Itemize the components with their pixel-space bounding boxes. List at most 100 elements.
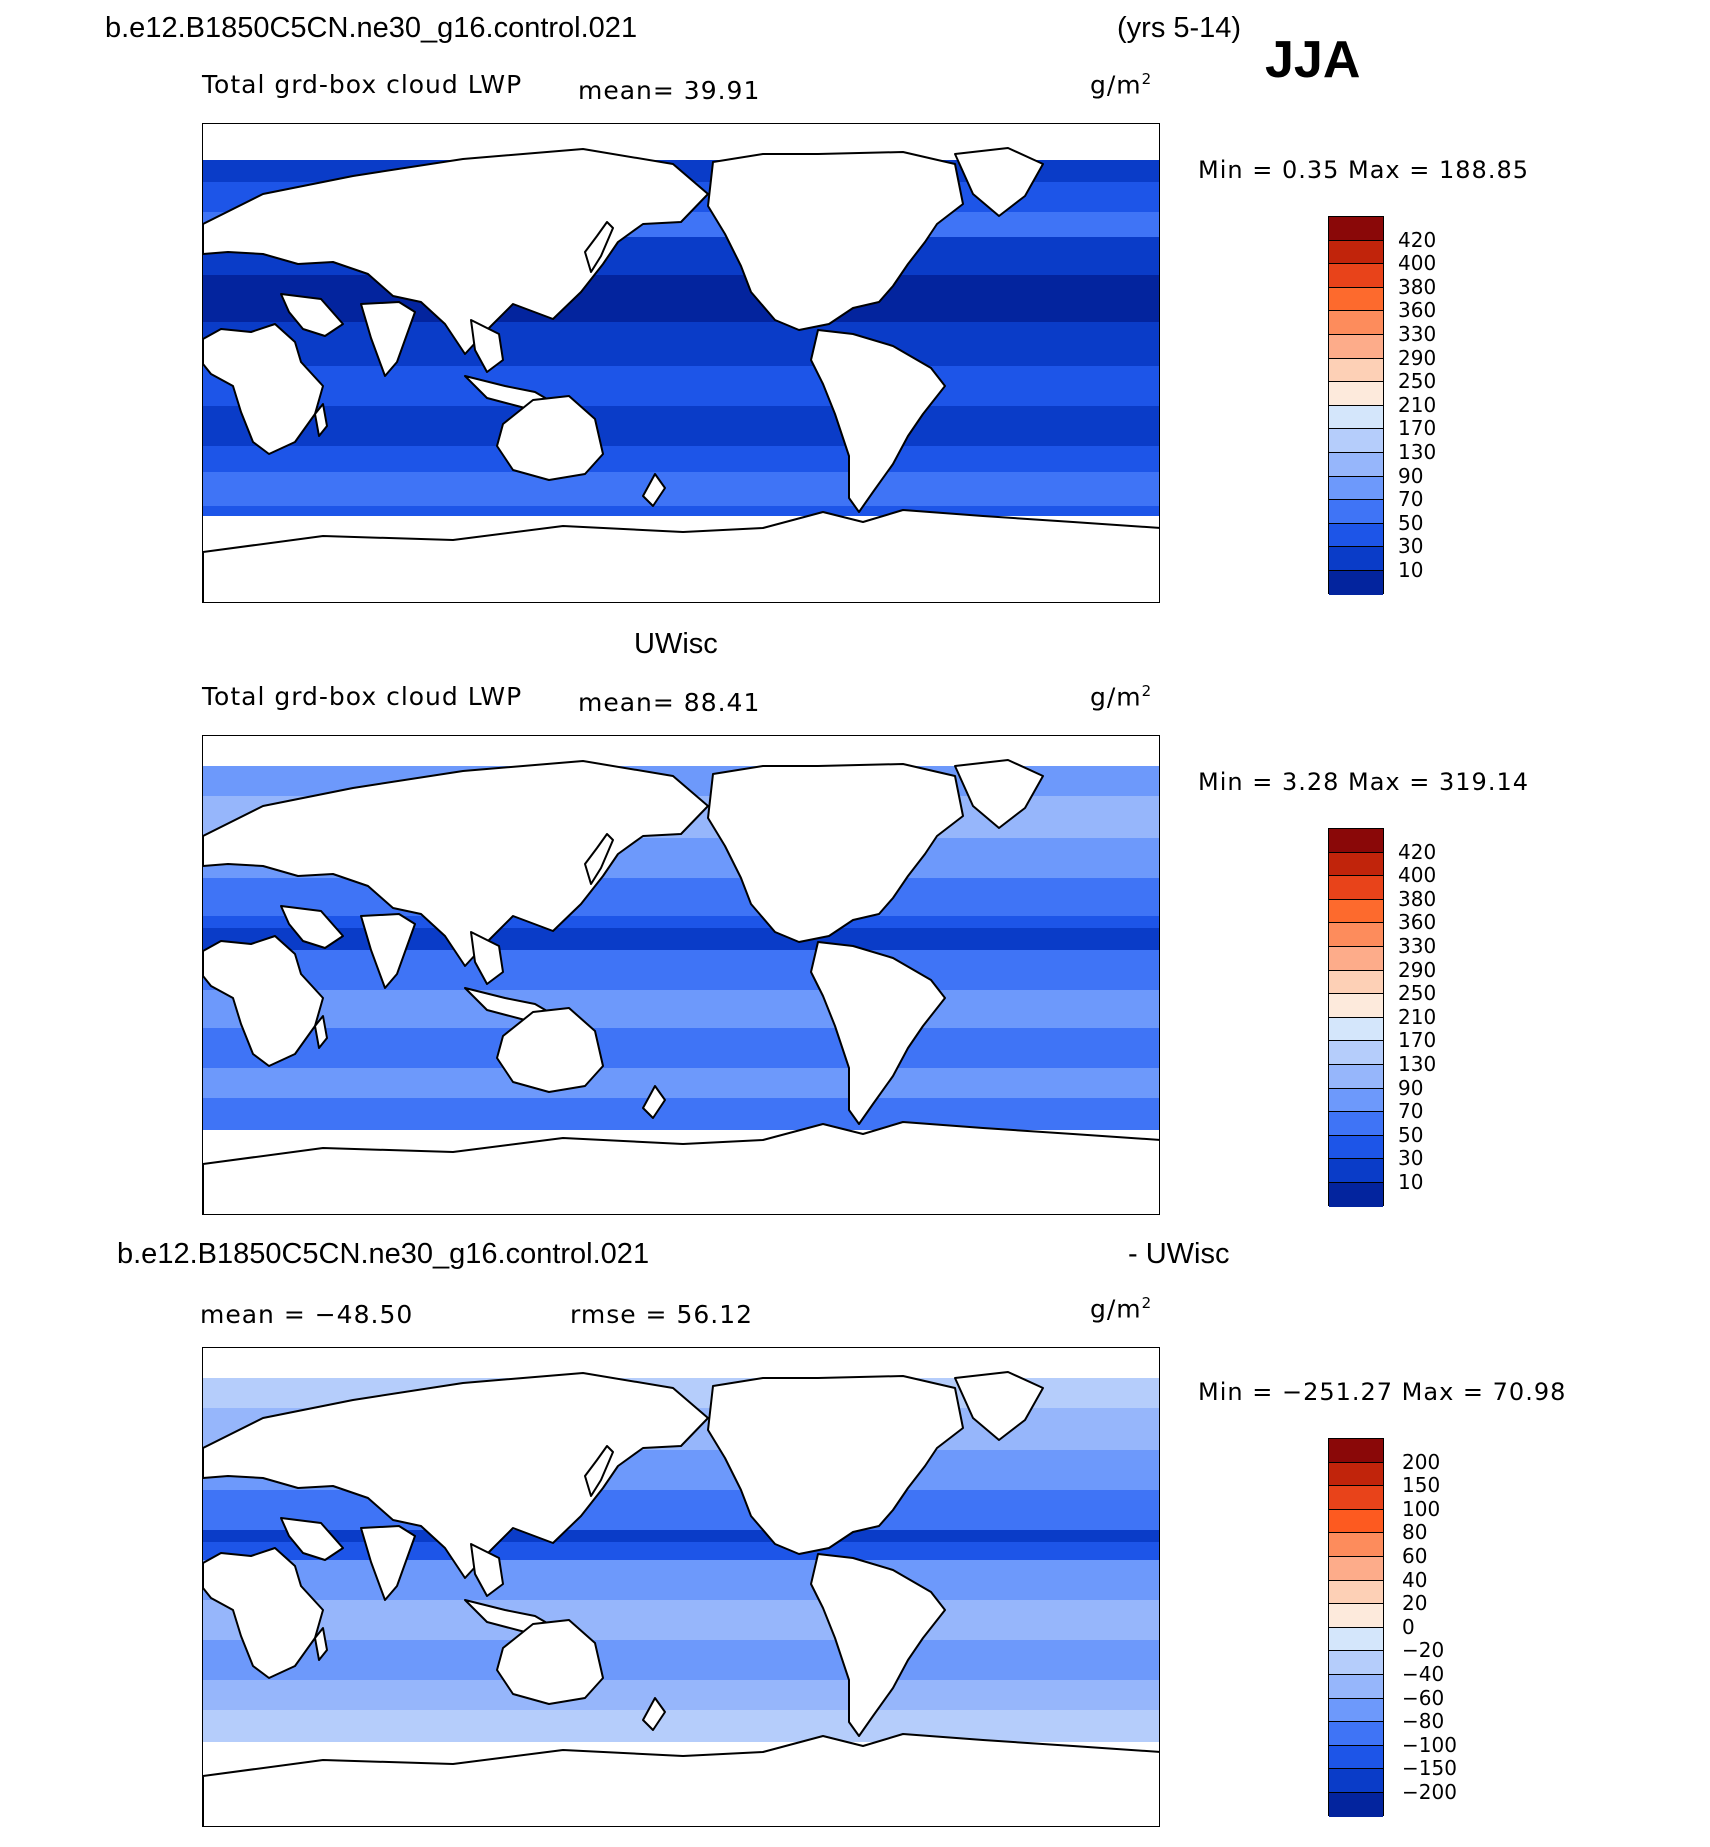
colorbar-swatch: [1329, 1792, 1383, 1817]
colorbar-swatch: [1329, 523, 1383, 548]
units-label: g/m2: [1090, 1294, 1153, 1324]
colorbar-swatch: [1329, 1486, 1383, 1510]
colorbar-tick-label: 380: [1398, 886, 1437, 911]
colorbar-tick-label: −20: [1402, 1638, 1445, 1663]
colorbar-swatch: [1329, 946, 1383, 971]
ocean-band: [203, 1530, 1159, 1542]
ocean-band: [203, 1640, 1159, 1680]
colorbar-tick-label: 40: [1402, 1567, 1428, 1592]
land-arabia: [280, 905, 344, 949]
mean-label: mean = −48.50: [200, 1300, 414, 1329]
land-greenland: [954, 1371, 1044, 1441]
ocean-band: [203, 1028, 1159, 1068]
land-india: [360, 1525, 416, 1601]
colorbar-swatch: [1329, 852, 1383, 877]
colorbar-tick-label: 50: [1398, 510, 1424, 535]
colorbar-tick-label: 330: [1398, 322, 1437, 346]
colorbar-swatch: [1329, 429, 1383, 453]
years-label: (yrs 5-14): [1117, 12, 1242, 44]
rmse-label: rmse = 56.12: [570, 1300, 754, 1329]
colorbar-tick-label: 0: [1402, 1614, 1415, 1639]
ocean-band: [203, 928, 1159, 950]
land-australia: [496, 1007, 604, 1093]
colorbar-swatch: [1329, 500, 1383, 524]
colorbar-swatch: [1329, 829, 1383, 853]
land-africa: [203, 323, 324, 455]
colorbar-tick-label: 70: [1398, 1099, 1424, 1124]
colorbar-tick-label: −80: [1402, 1709, 1445, 1734]
colorbar-swatch: [1329, 1769, 1383, 1793]
land-antarctica: [203, 1121, 1159, 1214]
colorbar-tick-label: 210: [1398, 1004, 1437, 1029]
land-south-america: [810, 1553, 946, 1737]
colorbar-tick-label: 130: [1398, 440, 1437, 464]
ocean-band: [203, 950, 1159, 990]
colorbar-swatch: [1329, 1017, 1383, 1042]
colorbar-tick-label: 290: [1398, 957, 1437, 982]
colorbar-swatch: [1329, 1041, 1383, 1065]
colorbar-swatch: [1329, 1064, 1383, 1089]
colorbar-swatch: [1329, 1604, 1383, 1628]
ocean-band: [203, 446, 1159, 472]
mean-label: mean= 39.91: [578, 76, 761, 105]
land-europe-asia: [203, 1372, 709, 1579]
colorbar-tick-label: 10: [1398, 1170, 1424, 1194]
colorbar-tick-label: −100: [1402, 1732, 1457, 1757]
colorbar-tick-label: −40: [1402, 1662, 1445, 1686]
field-label: Total grd-box cloud LWP: [202, 682, 523, 711]
land-new-zealand: [642, 1697, 666, 1731]
colorbar-swatch: [1329, 311, 1383, 335]
ocean-band: [203, 322, 1159, 366]
colorbar: [1328, 1438, 1384, 1817]
ocean-band: [203, 1490, 1159, 1530]
minmax-label: Min = 0.35 Max = 188.85: [1198, 156, 1529, 184]
land-south-america: [810, 329, 946, 513]
colorbar-tick-label: 130: [1398, 1052, 1437, 1076]
colorbar-swatch: [1329, 899, 1383, 924]
colorbar-tick-label: 80: [1402, 1520, 1428, 1545]
land-se-asia: [470, 319, 504, 373]
colorbar-tick-label: 30: [1398, 1146, 1424, 1171]
colorbar-swatch: [1329, 1580, 1383, 1605]
colorbar-tick-label: 400: [1398, 863, 1437, 888]
mean-label: mean= 88.41: [578, 688, 761, 717]
colorbar-swatch: [1329, 264, 1383, 288]
colorbar-swatch: [1329, 1674, 1383, 1699]
land-madagascar: [314, 403, 328, 437]
land-new-zealand: [642, 473, 666, 507]
ocean-band: [203, 366, 1159, 406]
colorbar-swatch: [1329, 287, 1383, 312]
map-panel-diff: [202, 1347, 1160, 1827]
colorbar-swatch: [1329, 358, 1383, 383]
minmax-label: Min = −251.27 Max = 70.98: [1198, 1378, 1567, 1406]
colorbar-tick-label: 10: [1398, 558, 1424, 582]
land-india: [360, 301, 416, 377]
colorbar-swatch: [1329, 1439, 1383, 1463]
land-madagascar: [314, 1627, 328, 1661]
ocean-band: [203, 472, 1159, 506]
land-north-america: [707, 1375, 964, 1555]
colorbar-swatch: [1329, 1745, 1383, 1770]
colorbar-tick-label: 330: [1398, 934, 1437, 958]
map-panel-obs: [202, 735, 1160, 1215]
colorbar-tick-label: 250: [1398, 369, 1437, 394]
colorbar-tick-label: 420: [1398, 227, 1437, 252]
colorbar-swatch: [1329, 876, 1383, 900]
colorbar-swatch: [1329, 217, 1383, 241]
colorbar-swatch: [1329, 1651, 1383, 1675]
land-australia: [496, 1619, 604, 1705]
colorbar-swatch: [1329, 1088, 1383, 1113]
land-south-america: [810, 941, 946, 1125]
units-label: g/m2: [1090, 682, 1153, 712]
land-north-america: [707, 151, 964, 331]
colorbar-tick-label: 400: [1398, 251, 1437, 276]
colorbar-swatch: [1329, 970, 1383, 995]
land-new-zealand: [642, 1085, 666, 1119]
colorbar-swatch: [1329, 1556, 1383, 1581]
land-africa: [203, 935, 324, 1067]
ocean-band: [203, 1542, 1159, 1560]
units-label: g/m2: [1090, 70, 1153, 100]
season-label: JJA: [1265, 31, 1361, 89]
colorbar-tick-label: 170: [1398, 1028, 1437, 1053]
land-arabia: [280, 293, 344, 337]
